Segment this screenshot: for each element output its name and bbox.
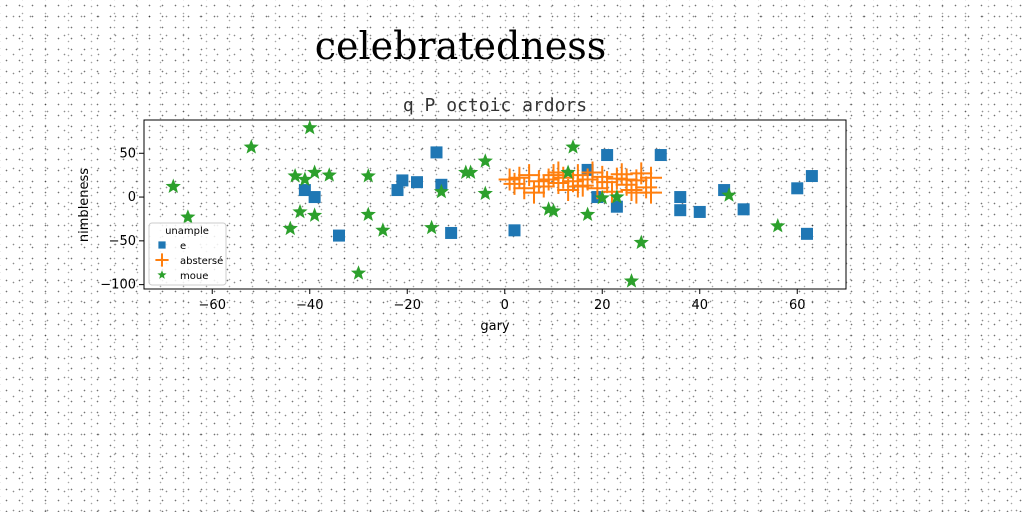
data-point-plus [523, 181, 545, 204]
legend-marker-star [157, 270, 167, 279]
data-point-plus [596, 171, 619, 194]
legend-marker-plus [155, 253, 169, 267]
figure-suptitle: celebratedness [314, 24, 607, 68]
data-point-star [165, 178, 181, 193]
data-point-plus [601, 180, 623, 203]
data-point-square [508, 224, 521, 237]
data-point-star [560, 164, 576, 179]
legend-marker-square [158, 241, 166, 249]
data-point-star [375, 222, 391, 237]
data-point-star [565, 139, 581, 154]
data-point-star [292, 203, 308, 219]
y-tick-label: −50 [109, 234, 136, 249]
x-tick-label: −60 [199, 298, 226, 313]
data-point-plus [518, 164, 541, 187]
data-point-star [623, 273, 640, 288]
data-point-square [333, 229, 345, 242]
data-point-star [580, 206, 596, 221]
data-point-star [594, 189, 610, 205]
data-point-plus [581, 161, 604, 184]
data-point-square [610, 200, 623, 213]
y-axis-ticks: 50 0 −50 −100 [100, 146, 144, 293]
data-point-star [545, 203, 562, 218]
data-point-square [737, 203, 750, 216]
data-point-plus [557, 179, 580, 202]
data-point-star [282, 220, 298, 236]
data-point-plus [562, 170, 584, 193]
data-point-star [770, 218, 786, 233]
data-point-square [298, 184, 311, 197]
data-point-star [307, 207, 323, 222]
data-point-square [791, 182, 804, 195]
data-point-square [411, 176, 423, 189]
plot-area-frame [143, 119, 847, 290]
data-point-star [463, 164, 479, 179]
data-point-star [609, 189, 625, 204]
data-point-plus [503, 172, 526, 195]
data-point-plus [498, 168, 521, 191]
legend-box [148, 222, 227, 286]
data-point-square [693, 205, 706, 218]
chart-title: q P octoic ardors [403, 95, 587, 116]
data-point-square [654, 149, 667, 162]
data-point-square [601, 149, 614, 162]
data-point-square [430, 146, 443, 159]
data-point-star [721, 187, 737, 202]
legend-label: moue [180, 271, 208, 282]
data-point-star [424, 219, 440, 235]
legend-label: abstersé [180, 255, 223, 267]
data-point-star [360, 206, 376, 221]
data-point-square [391, 184, 404, 197]
data-point-star [360, 168, 376, 183]
data-point-square [801, 227, 813, 240]
legend-title: unample [165, 226, 209, 237]
data-point-square [396, 174, 409, 187]
data-point-plus [610, 163, 633, 186]
data-point-star [633, 234, 649, 250]
data-point-plus [640, 181, 662, 204]
data-point-star [477, 185, 493, 200]
data-point-square [805, 170, 818, 183]
chart-marks [165, 119, 818, 288]
data-point-square [674, 204, 687, 217]
legend: unample e abstersé moue [148, 222, 227, 286]
data-point-square [308, 191, 321, 204]
data-point-star [287, 168, 303, 183]
data-point-plus [620, 179, 643, 202]
y-axis-label: nimbleness [77, 168, 92, 242]
data-point-star [307, 164, 323, 179]
data-point-star [350, 265, 367, 280]
data-point-plus [615, 168, 638, 191]
x-tick-label: −40 [296, 298, 323, 313]
x-tick-label: 20 [594, 298, 611, 313]
y-tick-label: 50 [119, 146, 136, 161]
data-point-star [297, 171, 313, 186]
x-tick-label: 40 [691, 298, 708, 313]
data-point-plus [591, 165, 614, 188]
data-point-square [674, 191, 687, 204]
x-axis-ticks: −60 −40 −20 0 20 40 60 [199, 289, 806, 313]
data-point-star [180, 209, 196, 224]
data-point-star [302, 119, 318, 135]
legend-label: e [180, 241, 186, 252]
data-point-square [445, 226, 458, 239]
data-point-star [243, 139, 259, 154]
data-point-star [433, 183, 449, 199]
x-tick-label: −20 [394, 298, 421, 313]
data-point-plus [630, 162, 653, 185]
data-point-star [321, 167, 337, 182]
data-point-plus [508, 166, 531, 189]
data-point-plus [566, 175, 589, 198]
data-point-plus [635, 176, 658, 199]
legend-items: e abstersé moue [155, 241, 223, 282]
data-point-plus [513, 177, 536, 200]
data-point-star [477, 153, 493, 168]
y-tick-label: −100 [100, 278, 136, 293]
data-point-plus [527, 170, 550, 193]
x-tick-label: 60 [789, 298, 806, 313]
x-tick-label: 0 [501, 298, 509, 313]
x-axis-label: gary [480, 319, 510, 334]
y-tick-label: 0 [128, 190, 136, 205]
